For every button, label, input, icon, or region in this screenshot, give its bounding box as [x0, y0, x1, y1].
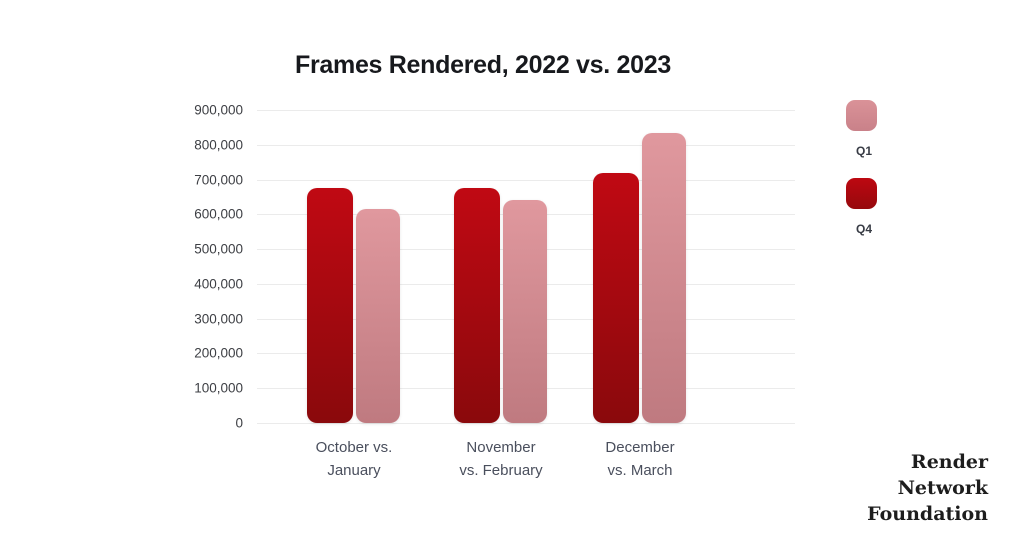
y-tick-label-800-000: 800,000 [194, 137, 243, 153]
legend-swatch-q4 [846, 178, 877, 209]
x-axis: October vs. January November vs. February De… [257, 110, 795, 479]
gridline-700-000 [257, 180, 795, 181]
footer-line-1: Render [910, 451, 988, 473]
footer-brand: Render Network Foundation [867, 449, 988, 527]
y-tick-label-300-000: 300,000 [194, 311, 243, 327]
y-tick-label-400-000: 400,000 [194, 276, 243, 292]
x-category-label-october-vs-january: October vs. January [269, 436, 439, 482]
bar-q4-december-vs-march [593, 173, 639, 423]
x-category-label-line: vs. February [459, 462, 543, 479]
legend-label-q1: Q1 [856, 144, 873, 158]
legend-item-q1: Q1 [846, 100, 877, 158]
y-tick-label-200-000: 200,000 [194, 345, 243, 361]
gridline-800-000 [257, 145, 795, 146]
y-tick-label-500-000: 500,000 [194, 241, 243, 257]
x-category-label-november-vs-february: November vs. February [416, 436, 586, 482]
y-tick-label-0: 0 [235, 415, 243, 431]
x-category-label-line: January [327, 462, 381, 479]
y-tick-label-700-000: 700,000 [194, 172, 243, 188]
bar-q1-december-vs-march [642, 133, 686, 423]
legend-swatch-q1 [846, 100, 877, 131]
bar-q4-november-vs-february [454, 188, 500, 423]
footer-line-2: Network [897, 477, 988, 499]
x-category-label-line: December [605, 439, 675, 456]
bar-q1-november-vs-february [503, 200, 547, 423]
y-tick-label-900-000: 900,000 [194, 102, 243, 118]
x-category-label-line: November [466, 439, 536, 456]
bar-q1-october-vs-january [356, 209, 400, 423]
y-axis: 900,000 800,000 700,000 600,000 500,000 400,0… [194, 103, 795, 431]
x-category-label-december-vs-march: December vs. March [555, 436, 725, 482]
legend-item-q4: Q4 [846, 178, 877, 236]
legend: Q1 Q4 [846, 100, 877, 236]
legend-label-q4: Q4 [856, 222, 873, 236]
chart-title: Frames Rendered, 2022 vs. 2023 [295, 51, 671, 79]
plot-area: 900,000 800,000 700,000 600,000 500,000 400,0… [194, 103, 795, 479]
gridline-900-000 [257, 110, 795, 111]
bars-layer [257, 110, 795, 423]
gridline-0 [257, 423, 795, 424]
x-category-label-line: vs. March [607, 462, 673, 479]
bar-group-december-vs-march [593, 133, 686, 423]
y-tick-label-100-000: 100,000 [194, 380, 243, 396]
y-tick-label-600-000: 600,000 [194, 206, 243, 222]
bar-group-october-vs-january [307, 188, 400, 423]
footer-line-3: Foundation [867, 503, 988, 525]
bar-q4-october-vs-january [307, 188, 353, 423]
bar-group-november-vs-february [454, 188, 547, 423]
x-category-label-line: October vs. [315, 439, 393, 456]
